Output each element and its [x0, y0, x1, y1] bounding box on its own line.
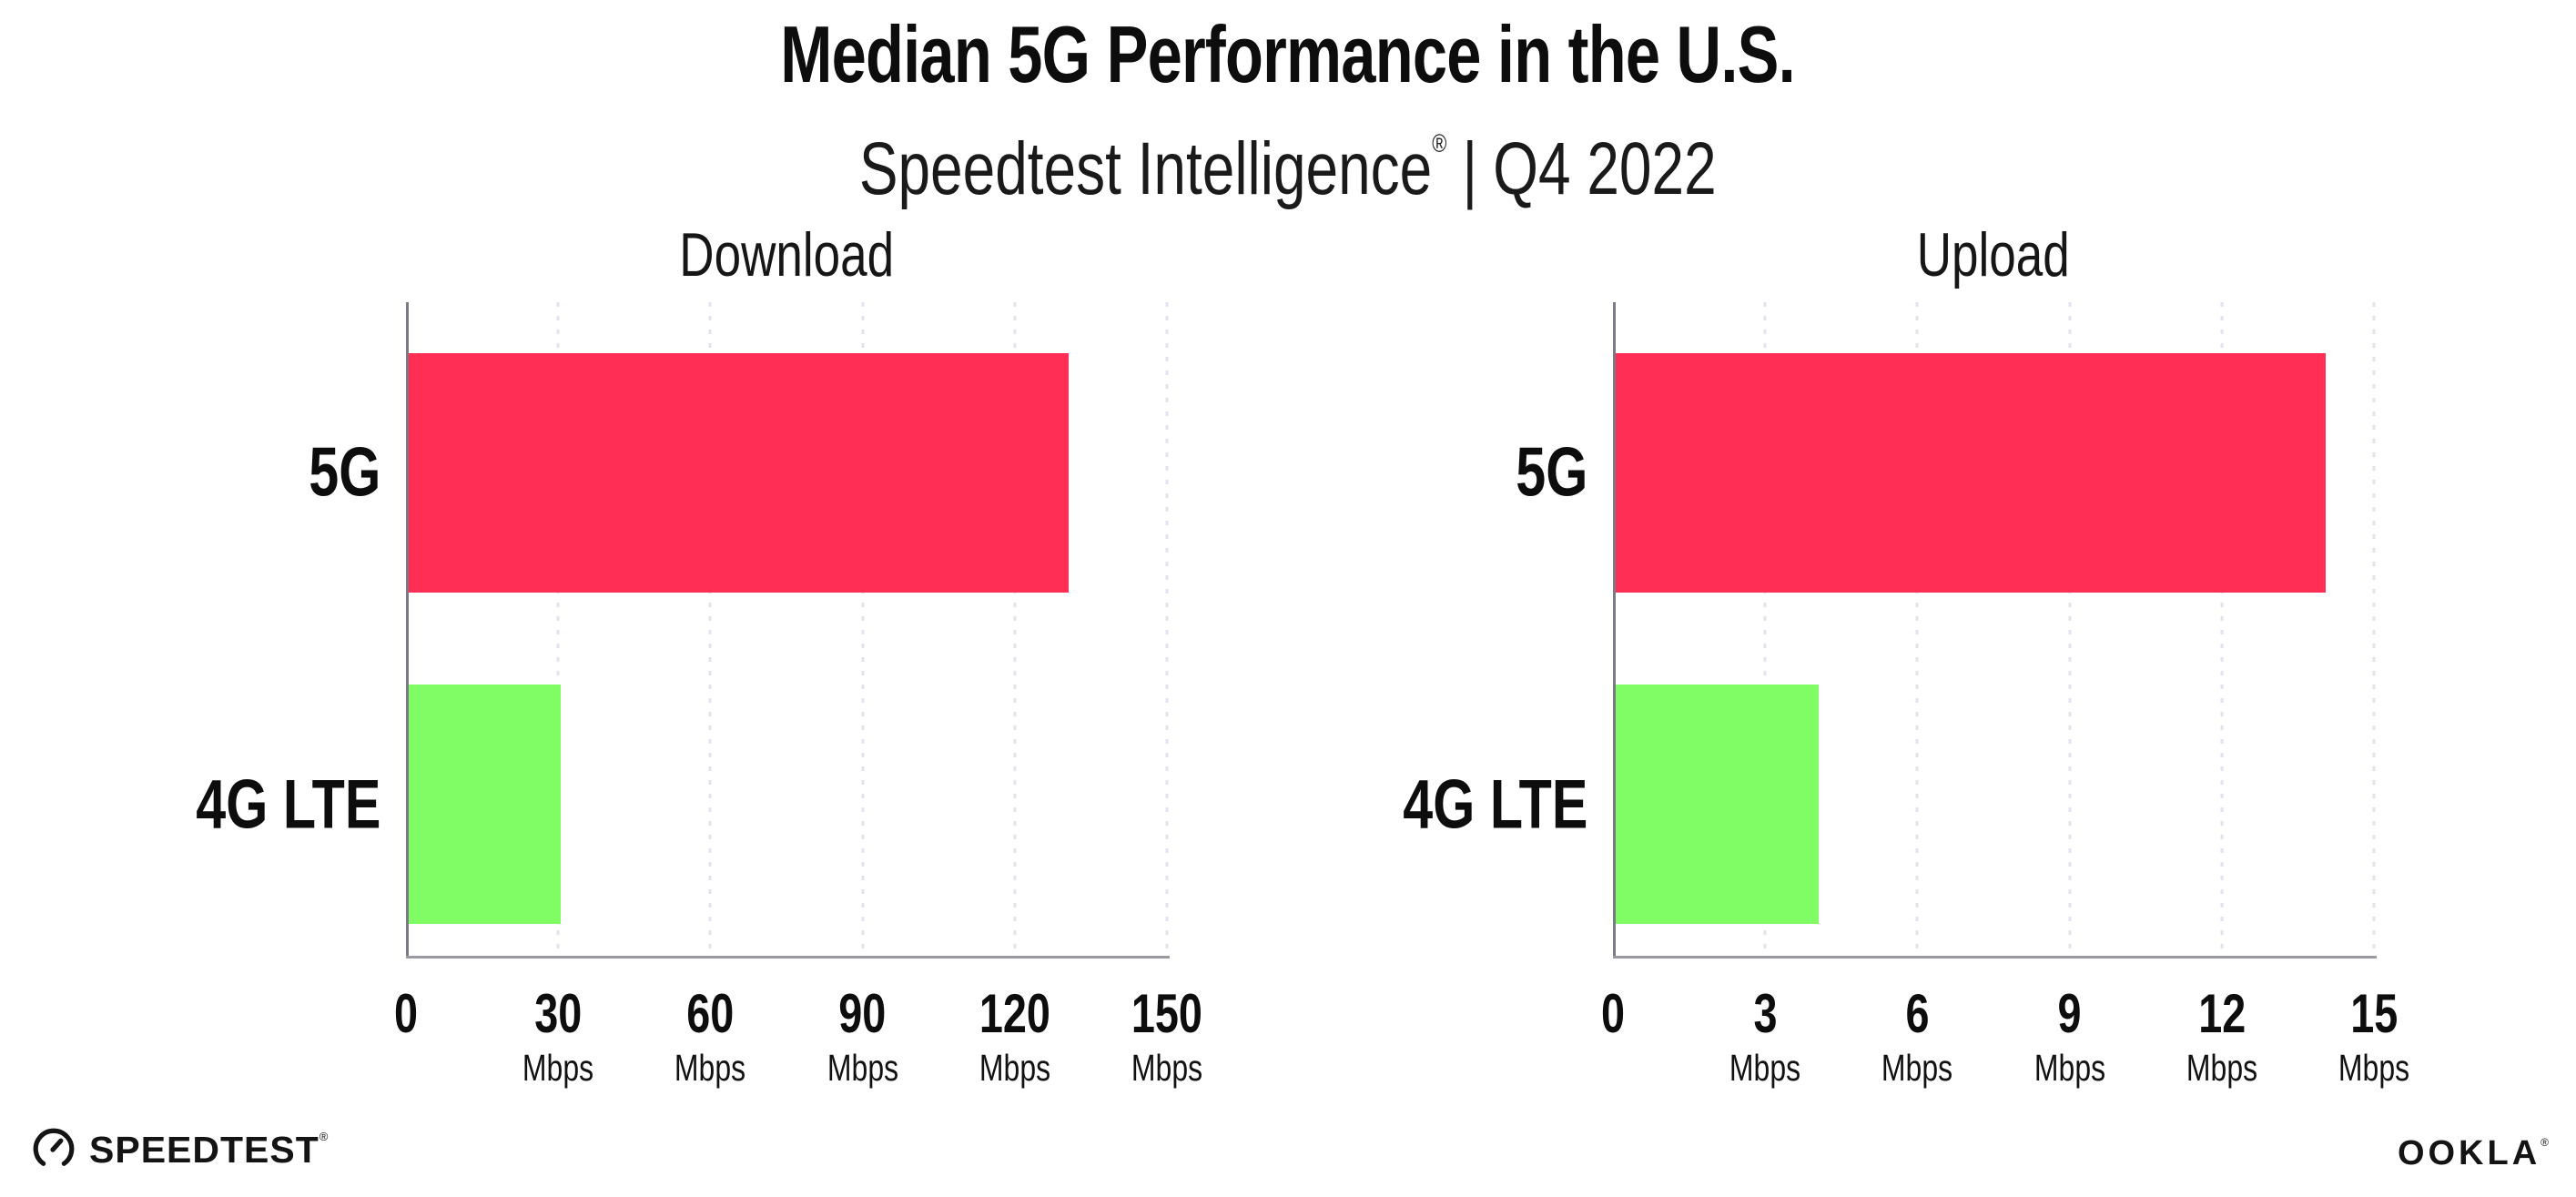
gridline — [556, 302, 560, 959]
x-tick-label: 15 Mbps — [2338, 983, 2410, 1089]
upload-plot — [1613, 302, 2377, 959]
gridline — [2372, 302, 2376, 959]
upload-y-labels: 5G 4G LTE — [1303, 302, 1587, 959]
speedtest-wordmark: SPEEDTEST® — [89, 1129, 329, 1171]
upload-y-axis — [1613, 302, 1616, 959]
upload-x-axis — [1613, 956, 2377, 959]
x-tick-label: 9 Mbps — [2033, 983, 2105, 1089]
registered-trademark-symbol: ® — [1432, 129, 1447, 157]
subtitle-period: Q4 2022 — [1493, 127, 1717, 210]
gridline — [861, 302, 865, 959]
upload-bar-4g-lte — [1616, 685, 1819, 924]
x-tick-label: 6 Mbps — [1881, 983, 1953, 1089]
gridline — [2220, 302, 2224, 959]
category-label-4g-lte: 4G LTE — [195, 766, 380, 844]
download-plot-area: 5G 4G LTE — [96, 302, 1170, 959]
gridline — [1013, 302, 1017, 959]
x-tick-label: 12 Mbps — [2186, 983, 2257, 1089]
x-tick-label: 90 Mbps — [827, 983, 898, 1089]
download-bar-4g-lte — [409, 685, 562, 924]
gridline — [708, 302, 712, 959]
ookla-trademark-symbol: ® — [2541, 1136, 2549, 1149]
download-plot — [406, 302, 1170, 959]
category-label-4g-lte: 4G LTE — [1402, 766, 1587, 844]
x-tick-label: 60 Mbps — [674, 983, 746, 1089]
gridline — [1165, 302, 1169, 959]
ookla-wordmark: OOKLA — [2397, 1134, 2541, 1172]
speedtest-logo: SPEEDTEST® — [31, 1125, 328, 1175]
category-label-5g: 5G — [1515, 433, 1587, 512]
figure-footer: SPEEDTEST® OOKLA® — [31, 1125, 2549, 1183]
subtitle-product: Speedtest Intelligence — [859, 127, 1433, 210]
download-x-axis-labels: 0 30 Mbps 60 Mbps 90 Mbps 120 Mbps 150 M… — [394, 983, 1202, 1122]
upload-x-axis-labels: 0 3 Mbps 6 Mbps 9 Mbps 12 Mbps 15 Mbps — [1601, 983, 2409, 1122]
subtitle-separator: | — [1462, 127, 1478, 210]
x-tick-label: 0 — [1600, 983, 1626, 1044]
upload-chart-title: Upload — [1916, 220, 2071, 289]
upload-plot-area: 5G 4G LTE — [1303, 302, 2377, 959]
gridline — [1763, 302, 1767, 959]
figure-subtitle: Speedtest Intelligence® | Q4 2022 — [0, 100, 2576, 213]
x-tick-label: 0 — [393, 983, 419, 1044]
download-y-labels: 5G 4G LTE — [96, 302, 380, 959]
download-bar-5g — [409, 353, 1069, 593]
category-label-5g: 5G — [308, 433, 380, 512]
x-tick-label: 3 Mbps — [1729, 983, 1801, 1089]
figure-title-text: Median 5G Performance in the U.S. — [780, 9, 1797, 99]
figure-title: Median 5G Performance in the U.S. — [0, 9, 2576, 100]
figure-subtitle-text: Speedtest Intelligence® | Q4 2022 — [859, 100, 1717, 213]
x-tick-label: 120 Mbps — [979, 983, 1050, 1089]
download-x-axis — [406, 956, 1170, 959]
ookla-logo: OOKLA® — [2398, 1134, 2549, 1173]
speedtest-trademark-symbol: ® — [319, 1130, 329, 1143]
download-chart-title: Download — [679, 220, 894, 289]
upload-chart: Upload 5G 4G LTE 0 — [1303, 218, 2409, 1092]
figure-header: Median 5G Performance in the U.S. Speedt… — [0, 9, 2576, 213]
download-y-axis — [406, 302, 409, 959]
x-tick-label: 30 Mbps — [522, 983, 594, 1089]
speedtest-gauge-icon — [31, 1125, 76, 1175]
upload-bar-5g — [1616, 353, 2327, 593]
gridline — [1915, 302, 1919, 959]
gridline — [2068, 302, 2072, 959]
download-chart: Download 5G 4G LTE 0 — [96, 218, 1202, 1092]
x-tick-label: 150 Mbps — [1131, 983, 1203, 1089]
